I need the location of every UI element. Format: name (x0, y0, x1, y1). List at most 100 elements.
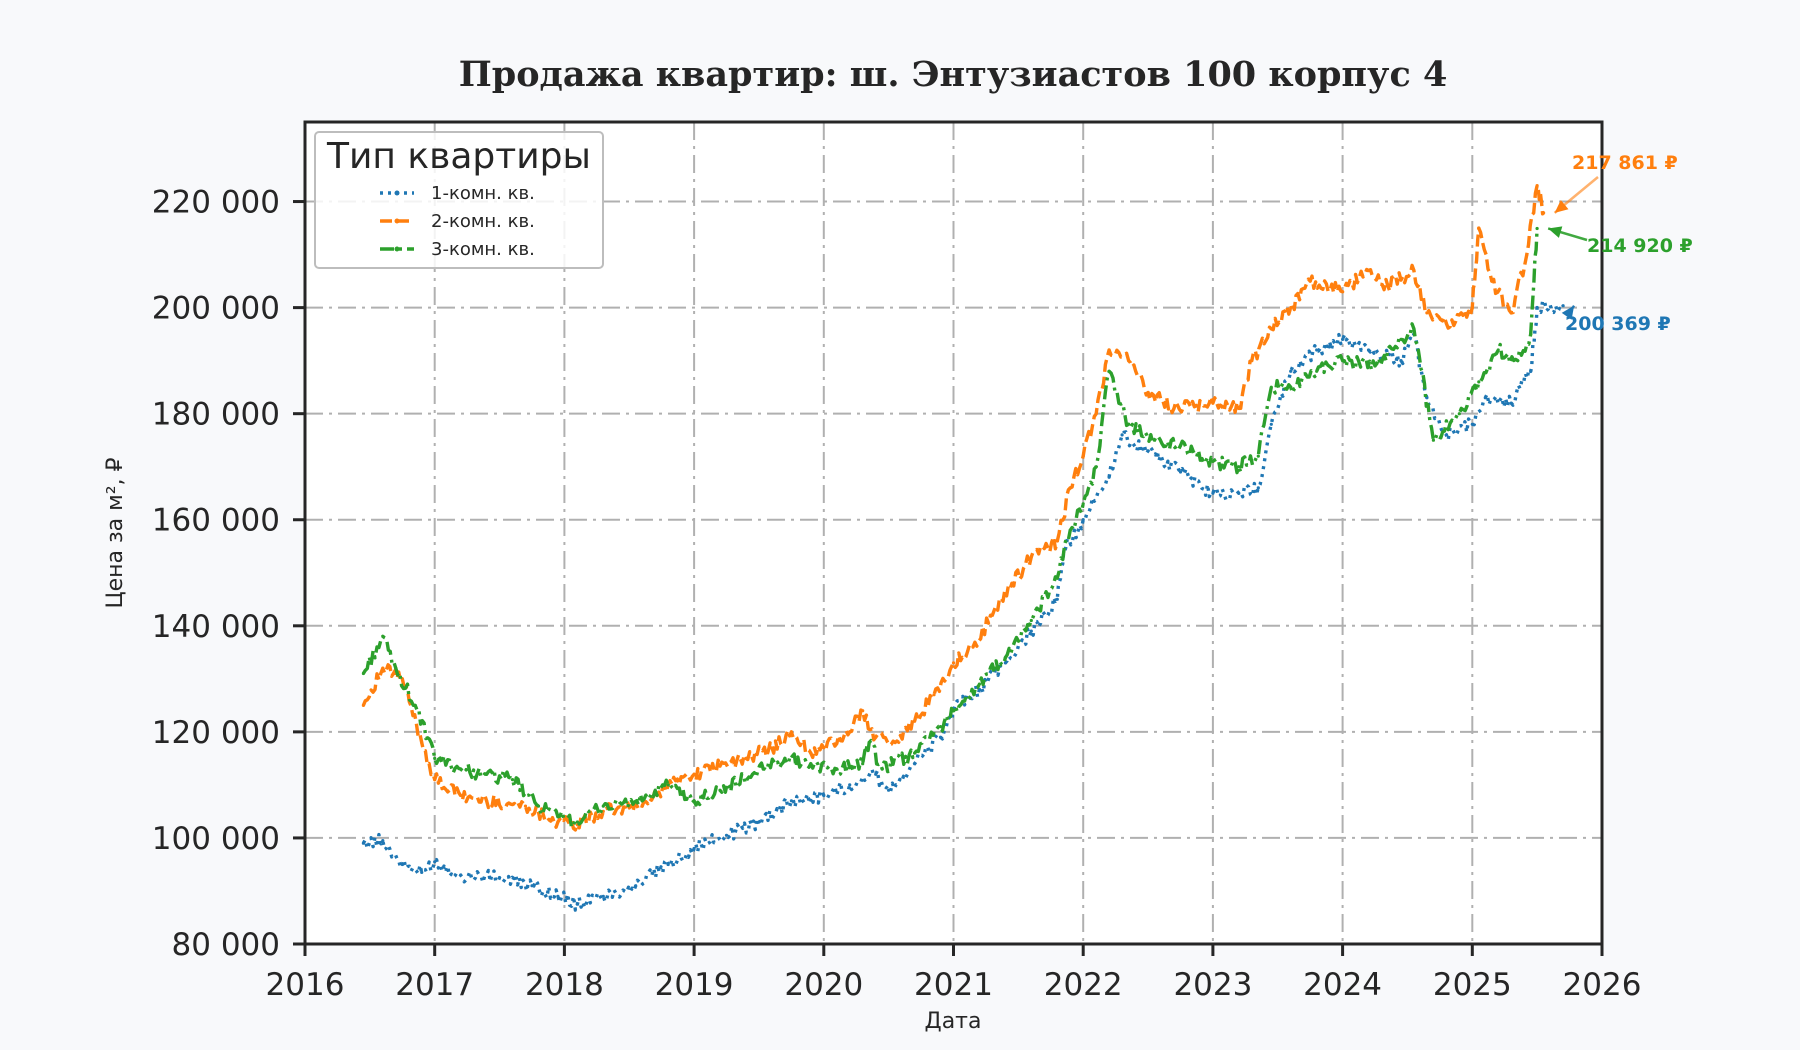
x-tick-label: 2021 (914, 967, 993, 1003)
data-point (1399, 337, 1403, 341)
data-point (361, 671, 365, 676)
data-point (485, 799, 489, 803)
data-point (744, 756, 748, 761)
y-tick-label: 220 000 (152, 185, 280, 221)
data-point (718, 788, 722, 792)
data-point (874, 772, 878, 776)
annotation-arrowhead (1561, 305, 1575, 320)
data-point (556, 894, 560, 898)
data-point (724, 833, 729, 837)
data-point (1029, 555, 1033, 559)
data-point (880, 767, 884, 771)
data-point (400, 862, 404, 867)
data-point (1081, 454, 1085, 458)
data-point (1256, 454, 1260, 458)
data-point (1341, 290, 1345, 294)
data-point (1178, 470, 1183, 474)
x-tick-label: 2017 (395, 967, 474, 1003)
data-point (1561, 304, 1565, 308)
data-point (1237, 465, 1241, 469)
data-point (413, 703, 417, 708)
data-point (1483, 396, 1487, 400)
data-point (848, 730, 852, 734)
data-point (640, 799, 644, 803)
chart-title: Продажа квартир: ш. Энтузиастов 100 корп… (459, 54, 1448, 95)
legend: Тип квартиры 1-комн. кв. 2-комн. кв. 3-ком… (314, 131, 604, 269)
data-point (1529, 332, 1533, 336)
data-point (420, 870, 424, 875)
x-tick-label: 2016 (266, 967, 345, 1003)
data-point (1107, 348, 1111, 352)
data-point (951, 709, 956, 713)
data-point (497, 876, 502, 880)
data-point (1029, 618, 1033, 623)
data-point (692, 772, 696, 776)
data-point (938, 735, 943, 739)
last-value-label: 217 861 ₽ (1572, 152, 1678, 174)
data-point (394, 666, 398, 670)
data-point (835, 767, 839, 771)
data-point (1535, 184, 1539, 188)
data-point (510, 778, 515, 782)
data-point (634, 884, 638, 888)
data-point (459, 873, 463, 877)
data-point (822, 793, 826, 798)
data-point (887, 788, 891, 792)
data-point (640, 804, 644, 808)
data-point (867, 740, 871, 745)
data-point (381, 666, 385, 670)
data-point (750, 772, 755, 776)
data-point (1211, 401, 1215, 405)
data-point (1509, 311, 1513, 315)
y-tick-label: 120 000 (152, 715, 280, 751)
legend-label: 2-комн. кв. (431, 211, 535, 232)
data-point (718, 764, 722, 768)
x-axis-label: Дата (925, 1009, 982, 1034)
data-point (1315, 348, 1319, 352)
data-point (1289, 306, 1293, 310)
series-line-3 (361, 228, 1539, 829)
data-point (1081, 518, 1085, 522)
x-tick-label: 2025 (1433, 967, 1512, 1003)
y-tick-label: 160 000 (152, 503, 280, 539)
data-point (361, 841, 365, 845)
x-tick-label: 2020 (784, 967, 863, 1003)
data-point (1003, 656, 1008, 660)
data-point (1003, 661, 1008, 665)
data-point (861, 709, 865, 713)
data-point (1425, 311, 1429, 315)
data-point (1535, 226, 1539, 231)
data-point (381, 839, 385, 843)
data-point (874, 735, 878, 739)
data-point (1146, 390, 1150, 395)
data-point (809, 751, 813, 755)
data-point (1509, 401, 1513, 405)
data-point (1399, 359, 1403, 363)
x-tick-label: 2026 (1563, 967, 1642, 1003)
last-value-label: 214 920 ₽ (1587, 235, 1693, 257)
data-point (433, 778, 437, 782)
data-point (1412, 268, 1416, 273)
data-point (601, 894, 605, 898)
series-layer (361, 183, 1565, 912)
data-point (1535, 306, 1539, 310)
data-point (1386, 284, 1390, 288)
data-point (1172, 406, 1176, 410)
legend-marker (394, 246, 400, 252)
data-point (1068, 528, 1072, 532)
data-point (822, 746, 826, 750)
data-point (1029, 629, 1033, 633)
data-point (1542, 211, 1546, 215)
data-point (1250, 359, 1254, 363)
series-line-1 (361, 298, 1565, 912)
data-point (1490, 279, 1494, 283)
data-point (1425, 396, 1429, 400)
data-point (1120, 433, 1124, 437)
x-tick-label: 2022 (1044, 967, 1123, 1003)
data-point (1094, 412, 1098, 416)
data-point (1256, 486, 1260, 490)
data-point (977, 682, 982, 686)
data-point (575, 902, 580, 906)
data-point (1237, 406, 1241, 410)
